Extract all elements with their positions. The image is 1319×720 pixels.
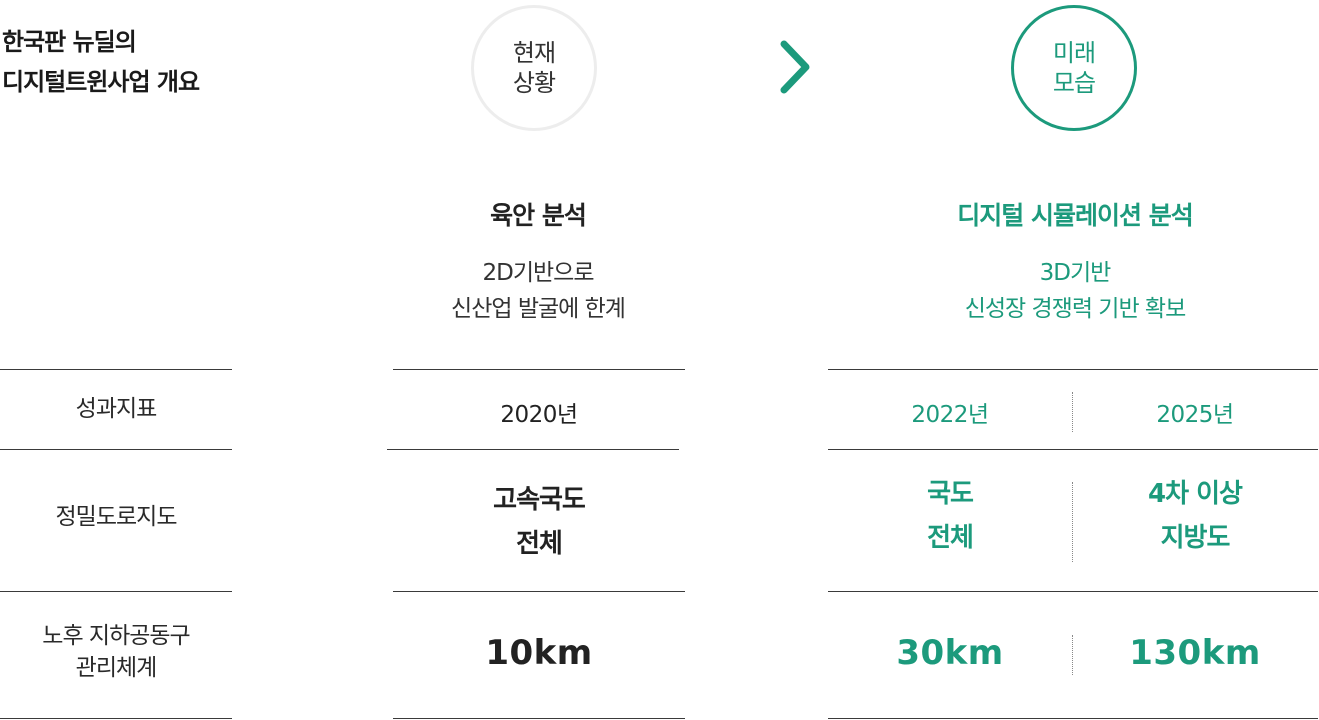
column-separator [1072, 635, 1073, 675]
current-precise-map-line1: 고속국도 [493, 485, 586, 515]
current-precise-map-line2: 전체 [516, 529, 563, 559]
future-circle-line2: 모습 [1052, 69, 1096, 97]
row-label-indicator: 성과지표 [75, 396, 158, 422]
table-divider [0, 718, 232, 719]
table-divider [393, 718, 685, 719]
future-tunnel-length-b: 130km [1129, 633, 1261, 673]
chevron-right-icon [780, 40, 810, 94]
table-divider [387, 449, 679, 450]
page-title-line1: 한국판 뉴딜의 [2, 28, 137, 56]
table-divider [828, 369, 1318, 370]
column-separator [1072, 392, 1073, 432]
table-divider [828, 449, 1318, 450]
table-divider [828, 591, 1318, 592]
row-label-utility-tunnel-line1: 노후 지하공동구 [42, 623, 190, 649]
current-year: 2020년 [500, 402, 578, 428]
current-heading: 육안 분석 [490, 201, 587, 230]
current-circle-line1: 현재 [512, 39, 556, 67]
future-precise-map-b: 4차 이상 지방도 [1072, 472, 1318, 560]
column-separator [1072, 482, 1073, 562]
row-label-utility-tunnel-line2: 관리체계 [75, 655, 158, 681]
future-precise-map-b-line2: 지방도 [1160, 523, 1231, 553]
future-desc-line2: 신성장 경쟁력 기반 확보 [964, 296, 1187, 322]
table-divider [828, 718, 1318, 719]
table-divider [393, 369, 685, 370]
row-label-utility-tunnel: 노후 지하공동구 관리체계 [0, 620, 232, 684]
future-precise-map-a-line1: 국도 [927, 479, 974, 509]
current-desc-line1: 2D기반으로 [482, 260, 595, 286]
current-status-circle: 현재 상황 [471, 5, 597, 131]
current-description: 2D기반으로 신산업 발굴에 한계 [388, 255, 688, 327]
future-circle-line1: 미래 [1052, 39, 1096, 67]
future-precise-map-b-line1: 4차 이상 [1148, 479, 1243, 509]
future-tunnel-length-a: 30km [896, 633, 1004, 673]
page-title: 한국판 뉴딜의 디지털트윈사업 개요 [2, 22, 332, 102]
table-divider [0, 449, 232, 450]
future-year-a: 2022년 [911, 402, 989, 428]
page-title-line2: 디지털트윈사업 개요 [2, 68, 200, 96]
future-precise-map-a: 국도 전체 [828, 472, 1072, 560]
table-divider [0, 369, 232, 370]
current-precise-map: 고속국도 전체 [393, 478, 685, 566]
future-heading: 디지털 시뮬레이션 분석 [957, 201, 1193, 230]
current-desc-line2: 신산업 발굴에 한계 [451, 296, 626, 322]
future-year-b: 2025년 [1156, 402, 1234, 428]
row-label-precise-map: 정밀도로지도 [55, 504, 178, 530]
table-divider [393, 591, 685, 592]
future-description: 3D기반 신성장 경쟁력 기반 확보 [870, 255, 1280, 327]
future-desc-line1: 3D기반 [1039, 260, 1112, 286]
current-tunnel-length: 10km [485, 633, 593, 673]
future-precise-map-a-line2: 전체 [927, 523, 974, 553]
future-vision-circle: 미래 모습 [1011, 5, 1137, 131]
current-circle-line2: 상황 [512, 69, 556, 97]
table-divider [0, 591, 232, 592]
